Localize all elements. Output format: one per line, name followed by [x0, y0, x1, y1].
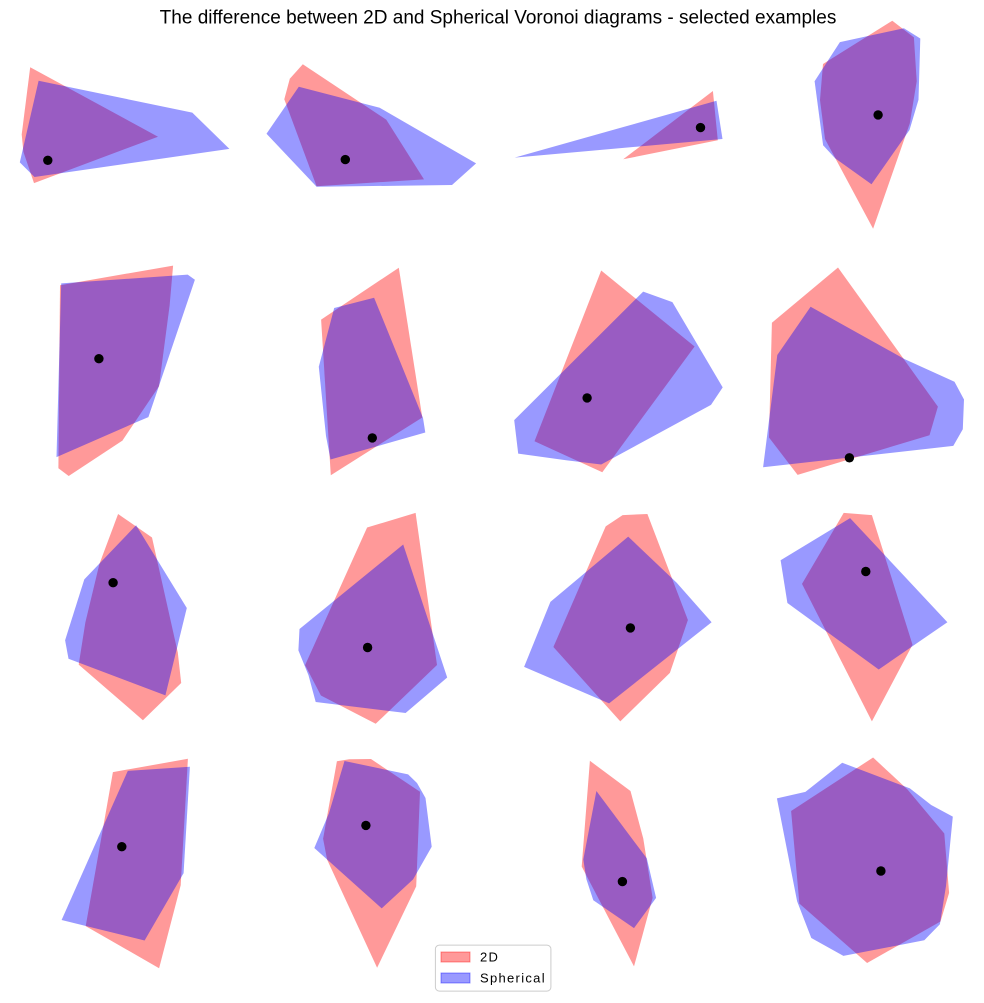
svg-text:2D: 2D [480, 950, 499, 965]
svg-text:The difference between 2D and: The difference between 2D and Spherical … [160, 8, 837, 29]
svg-text:Spherical: Spherical [480, 971, 546, 986]
